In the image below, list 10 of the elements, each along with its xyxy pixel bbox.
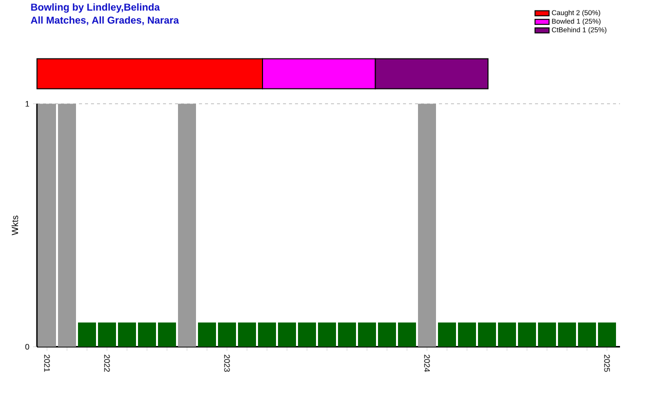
x-tick-label: 2025 xyxy=(604,354,610,372)
chart-title: Bowling by Lindley,Belinda xyxy=(31,3,160,13)
x-tick-label: 2021 xyxy=(44,354,50,372)
y-tick-label: 0 xyxy=(25,344,30,350)
x-tick-label: 2024 xyxy=(424,354,430,372)
y-tick-label: 1 xyxy=(26,101,30,107)
x-tick-label: 2023 xyxy=(224,354,230,372)
chart-subtitle: All Matches, All Grades, Narara xyxy=(30,16,179,26)
x-tick-label: 2022 xyxy=(104,354,110,372)
y-axis-title: Wkts xyxy=(12,216,18,236)
